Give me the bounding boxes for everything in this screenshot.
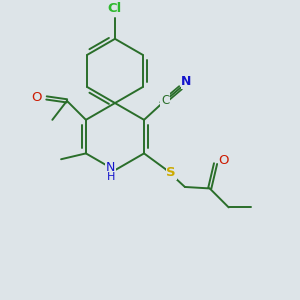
- Text: N: N: [181, 75, 192, 88]
- Text: N: N: [106, 161, 115, 174]
- Text: S: S: [167, 166, 176, 179]
- Text: C: C: [161, 94, 169, 107]
- Text: O: O: [31, 92, 41, 104]
- Text: H: H: [106, 172, 115, 182]
- Text: O: O: [218, 154, 229, 167]
- Text: Cl: Cl: [108, 2, 122, 15]
